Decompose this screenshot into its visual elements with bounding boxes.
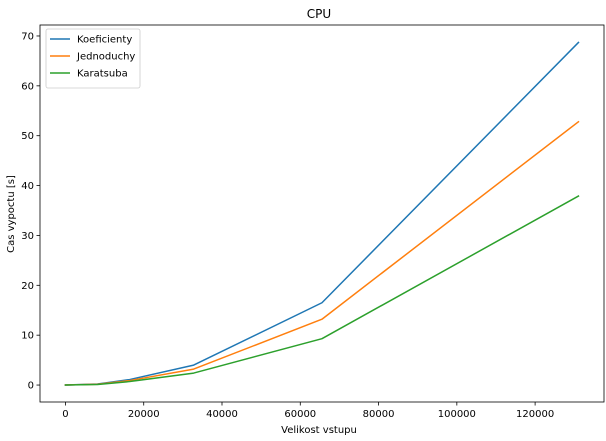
series-line-karatsuba [64, 195, 580, 386]
chart-title: CPU [307, 7, 331, 21]
y-tick-label: 10 [21, 331, 34, 342]
x-tick-label: 20000 [128, 409, 160, 420]
y-tick-label: 50 [21, 131, 34, 142]
plot-area: 0 20000 40000 60000 80000 100000 120000 0 10 20 30… [21, 24, 605, 420]
x-axis-label: Velikost vstupu [281, 425, 357, 436]
x-tick-label: 100000 [438, 409, 476, 420]
series-line-jednoduchy [64, 120, 580, 386]
x-tick-label: 0 [62, 409, 68, 420]
y-tick-label: 60 [21, 81, 34, 92]
x-tick-label: 40000 [206, 409, 238, 420]
series-line-koeficienty [64, 41, 580, 386]
legend: Koeficienty Jednoduchy Karatsuba [45, 28, 141, 89]
legend-label-jednoduchy: Jednoduchy [76, 52, 135, 63]
legend-label-koeficienty: Koeficienty [77, 35, 132, 46]
y-tick-label: 20 [21, 281, 34, 292]
y-tick-label: 0 [28, 381, 34, 392]
x-tick-label: 120000 [516, 409, 554, 420]
y-tick-label: 40 [21, 181, 34, 192]
y-tick-label: 70 [21, 31, 34, 42]
plot-frame [39, 24, 605, 403]
x-tick-label: 60000 [284, 409, 316, 420]
y-axis-label: Cas vypoctu [s] [6, 175, 17, 253]
y-tick-label: 30 [21, 231, 34, 242]
x-tick-label: 80000 [363, 409, 395, 420]
legend-label-karatsuba: Karatsuba [77, 69, 128, 80]
